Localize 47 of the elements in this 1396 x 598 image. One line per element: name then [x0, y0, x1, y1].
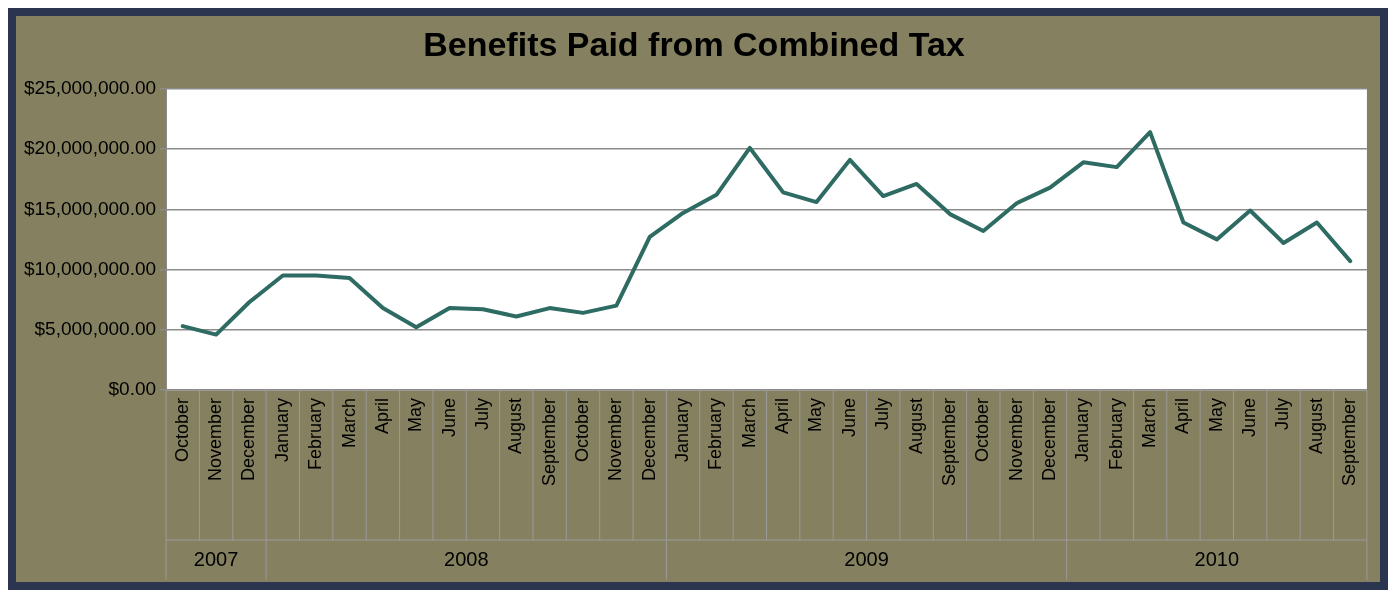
x-tick-label: May: [1205, 398, 1226, 433]
x-tick-label: December: [638, 398, 659, 482]
x-tick-label: March: [738, 398, 759, 449]
x-tick-label: January: [672, 398, 693, 463]
x-tick-label: October: [572, 398, 592, 463]
text: 2010: [1194, 547, 1240, 570]
x-tick-label: August: [505, 398, 526, 455]
x-tick-label: November: [605, 398, 626, 482]
text: 2009: [844, 547, 889, 570]
x-tick-label: April: [772, 398, 793, 435]
x-tick-label: September: [938, 398, 959, 487]
x-tick-label: December: [1038, 398, 1059, 482]
x-tick-label: July: [471, 398, 492, 431]
y-tick-label: $0.00: [108, 378, 157, 400]
y-tick-label: $5,000,000.00: [34, 317, 157, 339]
x-tick-label: November: [205, 398, 226, 482]
x-tick-label: February: [705, 398, 726, 471]
x-tick-label: March: [1139, 398, 1160, 449]
text: 2007: [193, 547, 239, 570]
y-tick-label: $10,000,000.00: [23, 257, 157, 279]
x-tick-label: February: [305, 398, 326, 471]
x-tick-label: August: [905, 398, 926, 455]
x-tick-label: December: [238, 398, 259, 482]
x-tick-label: October: [171, 398, 192, 463]
x-tick-label: April: [371, 398, 392, 435]
y-tick-label: $15,000,000.00: [23, 197, 157, 219]
x-tick-label: October: [972, 398, 993, 463]
x-tick-label: July: [872, 398, 893, 431]
x-tick-label: February: [1105, 398, 1126, 471]
x-tick-label: September: [1339, 398, 1360, 487]
x-tick-label: June: [1239, 398, 1260, 438]
x-tick-label: June: [438, 398, 459, 438]
text: 2008: [444, 547, 489, 570]
x-tick-label: July: [1272, 398, 1293, 431]
x-tick-label: May: [805, 398, 826, 433]
x-tick-label: March: [338, 398, 359, 449]
x-tick-label: April: [1172, 398, 1193, 435]
x-tick-label: May: [405, 398, 426, 433]
chart-title: Benefits Paid from Combined Tax: [423, 24, 965, 63]
x-tick-label: January: [271, 398, 292, 463]
x-tick-label: January: [1072, 398, 1093, 463]
x-tick-label: September: [538, 398, 559, 487]
x-tick-label: June: [838, 398, 859, 438]
y-tick-label: $25,000,000.00: [23, 77, 157, 99]
y-tick-label: $20,000,000.00: [23, 137, 157, 159]
x-tick-label: November: [1005, 398, 1026, 482]
x-tick-label: August: [1305, 398, 1326, 455]
